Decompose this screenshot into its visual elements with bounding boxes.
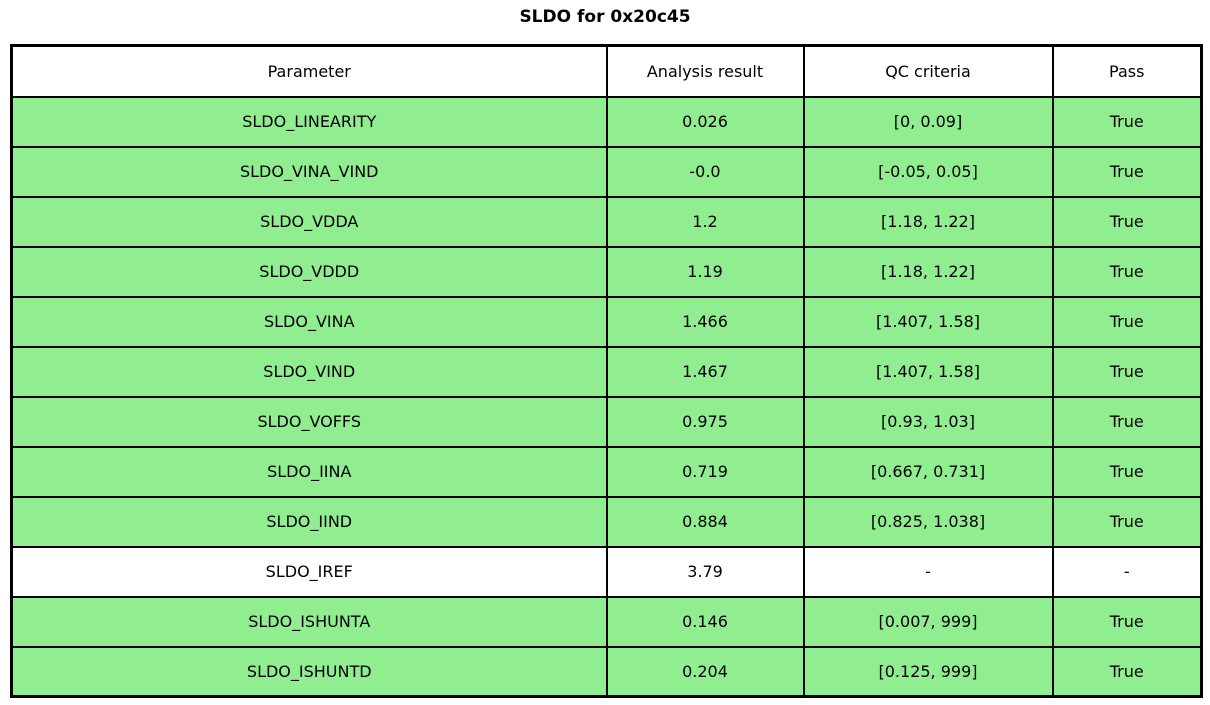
cell-pass: - bbox=[1051, 545, 1203, 598]
cell-criteria: [1.407, 1.58] bbox=[802, 295, 1054, 348]
cell-parameter: SLDO_VDDD bbox=[10, 245, 608, 298]
table-header: Parameter Analysis result QC criteria Pa… bbox=[10, 44, 1203, 98]
table-row: SLDO_VOFFS 0.975 [0.93, 1.03] True bbox=[10, 395, 1203, 448]
cell-parameter: SLDO_VINA bbox=[10, 295, 608, 348]
cell-pass: True bbox=[1051, 395, 1203, 448]
cell-criteria: [1.18, 1.22] bbox=[802, 245, 1054, 298]
cell-result: 1.466 bbox=[605, 295, 805, 348]
cell-criteria: [0.93, 1.03] bbox=[802, 395, 1054, 448]
cell-parameter: SLDO_IINA bbox=[10, 445, 608, 498]
cell-pass: True bbox=[1051, 195, 1203, 248]
cell-result: -0.0 bbox=[605, 145, 805, 198]
cell-parameter: SLDO_LINEARITY bbox=[10, 95, 608, 148]
header-qc-criteria: QC criteria bbox=[802, 44, 1054, 98]
table-row: SLDO_IIND 0.884 [0.825, 1.038] True bbox=[10, 495, 1203, 548]
table-row: SLDO_ISHUNTD 0.204 [0.125, 999] True bbox=[10, 645, 1203, 698]
table-row: SLDO_VINA_VIND -0.0 [-0.05, 0.05] True bbox=[10, 145, 1203, 198]
table-row: SLDO_VINA 1.466 [1.407, 1.58] True bbox=[10, 295, 1203, 348]
cell-pass: True bbox=[1051, 345, 1203, 398]
table-body: SLDO_LINEARITY 0.026 [0, 0.09] True SLDO… bbox=[10, 95, 1203, 698]
cell-criteria: [0.667, 0.731] bbox=[802, 445, 1054, 498]
table-row: SLDO_VIND 1.467 [1.407, 1.58] True bbox=[10, 345, 1203, 398]
header-row: Parameter Analysis result QC criteria Pa… bbox=[10, 44, 1203, 98]
cell-criteria: [1.18, 1.22] bbox=[802, 195, 1054, 248]
cell-pass: True bbox=[1051, 245, 1203, 298]
header-analysis-result: Analysis result bbox=[605, 44, 805, 98]
cell-criteria: [0.125, 999] bbox=[802, 645, 1054, 698]
cell-criteria: [-0.05, 0.05] bbox=[802, 145, 1054, 198]
cell-parameter: SLDO_VOFFS bbox=[10, 395, 608, 448]
cell-parameter: SLDO_VINA_VIND bbox=[10, 145, 608, 198]
table-row: SLDO_IREF 3.79 - - bbox=[10, 545, 1203, 598]
cell-pass: True bbox=[1051, 495, 1203, 548]
cell-parameter: SLDO_IREF bbox=[10, 545, 608, 598]
cell-criteria: - bbox=[802, 545, 1054, 598]
cell-parameter: SLDO_VDDA bbox=[10, 195, 608, 248]
cell-pass: True bbox=[1051, 645, 1203, 698]
table-row: SLDO_VDDD 1.19 [1.18, 1.22] True bbox=[10, 245, 1203, 298]
cell-result: 3.79 bbox=[605, 545, 805, 598]
cell-pass: True bbox=[1051, 595, 1203, 648]
cell-result: 0.884 bbox=[605, 495, 805, 548]
cell-criteria: [0.007, 999] bbox=[802, 595, 1054, 648]
cell-result: 1.467 bbox=[605, 345, 805, 398]
cell-criteria: [0, 0.09] bbox=[802, 95, 1054, 148]
cell-result: 0.204 bbox=[605, 645, 805, 698]
cell-result: 0.146 bbox=[605, 595, 805, 648]
header-pass: Pass bbox=[1051, 44, 1203, 98]
cell-pass: True bbox=[1051, 95, 1203, 148]
cell-result: 1.19 bbox=[605, 245, 805, 298]
table-row: SLDO_IINA 0.719 [0.667, 0.731] True bbox=[10, 445, 1203, 498]
cell-criteria: [1.407, 1.58] bbox=[802, 345, 1054, 398]
cell-parameter: SLDO_ISHUNTD bbox=[10, 645, 608, 698]
cell-parameter: SLDO_IIND bbox=[10, 495, 608, 548]
cell-result: 1.2 bbox=[605, 195, 805, 248]
cell-pass: True bbox=[1051, 145, 1203, 198]
cell-result: 0.719 bbox=[605, 445, 805, 498]
cell-criteria: [0.825, 1.038] bbox=[802, 495, 1054, 548]
cell-result: 0.975 bbox=[605, 395, 805, 448]
cell-parameter: SLDO_ISHUNTA bbox=[10, 595, 608, 648]
page-title: SLDO for 0x20c45 bbox=[519, 7, 691, 27]
table-row: SLDO_LINEARITY 0.026 [0, 0.09] True bbox=[10, 95, 1203, 148]
table-row: SLDO_ISHUNTA 0.146 [0.007, 999] True bbox=[10, 595, 1203, 648]
table-row: SLDO_VDDA 1.2 [1.18, 1.22] True bbox=[10, 195, 1203, 248]
cell-parameter: SLDO_VIND bbox=[10, 345, 608, 398]
cell-pass: True bbox=[1051, 445, 1203, 498]
header-parameter: Parameter bbox=[10, 44, 608, 98]
qc-table: Parameter Analysis result QC criteria Pa… bbox=[10, 44, 1203, 698]
cell-result: 0.026 bbox=[605, 95, 805, 148]
cell-pass: True bbox=[1051, 295, 1203, 348]
